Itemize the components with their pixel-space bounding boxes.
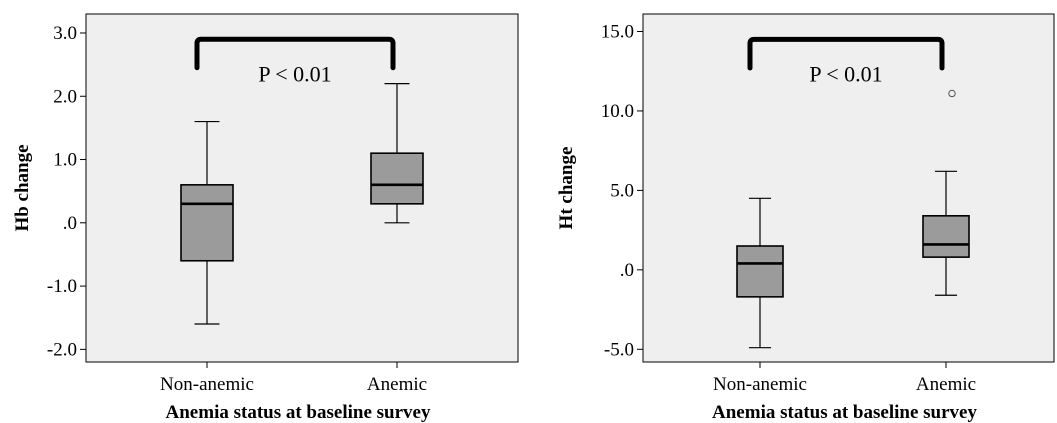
y-axis-ticks: 15.0 10.0 5.0 .0 -5.0	[601, 21, 947, 368]
outlier-point	[948, 89, 956, 98]
y-tick-label: -5.0	[604, 339, 634, 360]
p-value-annotation: P < 0.01	[258, 61, 331, 86]
y-tick-label: 10.0	[601, 101, 634, 122]
plot-area	[85, 13, 519, 363]
x-axis-title: Anemia status at baseline survey	[166, 402, 431, 423]
ht-change-boxplot-panel: 15.0 10.0 5.0 .0 -5.0 P < 0.01 Non-anemic An…	[556, 13, 1055, 423]
interquartile-box	[922, 215, 970, 258]
box-series	[736, 89, 970, 349]
significance-bracket	[194, 36, 396, 71]
y-tick-label: 5.0	[610, 180, 634, 201]
y-axis-title: Ht change	[556, 147, 577, 230]
y-axis-ticks: 3.0 2.0 1.0 .0 -1.0 -2.0	[47, 23, 398, 368]
y-tick-label: -2.0	[47, 339, 77, 360]
plot-area	[642, 13, 1055, 363]
x-tick-label-non-anemic: Non-anemic	[160, 374, 254, 395]
y-tick-label: 1.0	[53, 150, 77, 171]
x-tick-label-anemic: Anemic	[367, 374, 427, 395]
box-non-anemic	[736, 197, 784, 349]
y-tick-label: 3.0	[53, 23, 77, 44]
interquartile-box	[370, 152, 424, 205]
y-tick-label: .0	[63, 213, 77, 234]
y-axis-title: Hb change	[12, 144, 33, 231]
bracket-line	[747, 36, 945, 71]
interquartile-box	[736, 245, 784, 298]
y-tick-label: 2.0	[53, 86, 77, 107]
bracket-line	[194, 36, 396, 71]
x-axis-title: Anemia status at baseline survey	[712, 402, 977, 423]
p-value-annotation: P < 0.01	[809, 61, 882, 86]
box-anemic	[922, 89, 970, 296]
box-non-anemic	[180, 120, 234, 325]
y-tick-label: -1.0	[47, 276, 77, 297]
hb-change-boxplot-panel: 3.02.01.0.0-1.0-2.0 P < 0.01 Non-anemic …	[12, 13, 519, 423]
box-anemic	[370, 82, 424, 224]
x-tick-label-anemic: Anemic	[916, 374, 976, 395]
y-tick-label: .0	[620, 260, 634, 281]
y-tick-label: 15.0	[601, 21, 634, 42]
x-tick-label-non-anemic: Non-anemic	[713, 374, 807, 395]
interquartile-box	[180, 184, 234, 262]
box-series	[180, 82, 424, 325]
significance-bracket	[747, 36, 945, 71]
